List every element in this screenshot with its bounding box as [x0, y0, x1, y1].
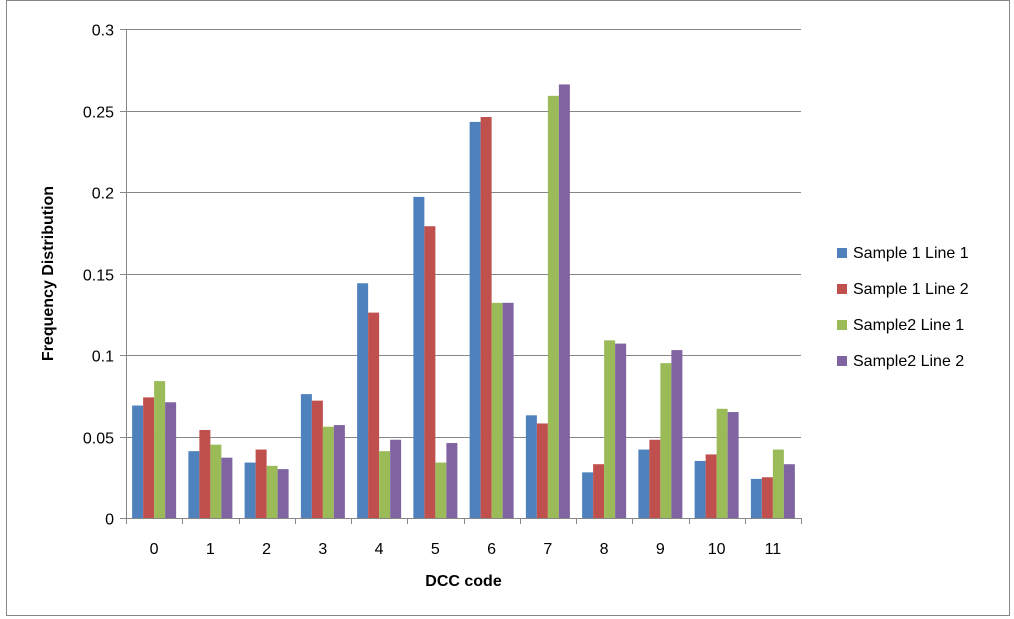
- bar: [649, 439, 661, 518]
- y-tick-label: 0.3: [92, 23, 114, 40]
- bar: [255, 449, 267, 518]
- y-axis-title: Frequency Distribution: [40, 186, 57, 361]
- legend-swatch: [837, 248, 847, 258]
- bar: [143, 397, 155, 518]
- bar: [210, 444, 222, 518]
- bar: [671, 350, 683, 518]
- legend-label: Sample2 Line 2: [853, 353, 964, 370]
- bar: [727, 412, 739, 518]
- bar: [413, 196, 425, 518]
- y-tick-label: 0.15: [83, 268, 114, 285]
- bar: [132, 405, 144, 518]
- bar: [154, 381, 166, 518]
- bar: [188, 451, 200, 518]
- bar: [604, 340, 616, 518]
- y-tick-label: 0: [105, 512, 114, 529]
- y-tick-label: 0.1: [92, 349, 114, 366]
- y-tick-label: 0.2: [92, 186, 114, 203]
- x-tick-label: 0: [150, 541, 159, 558]
- legend-label: Sample2 Line 1: [853, 317, 964, 334]
- bar: [322, 426, 334, 518]
- bar: [435, 462, 447, 518]
- bars: [132, 84, 795, 519]
- bar: [558, 84, 570, 519]
- x-tick-label: 8: [600, 541, 609, 558]
- bar: [638, 449, 650, 518]
- legend-swatch: [837, 356, 847, 366]
- bar: [593, 464, 605, 518]
- x-tick-label: 11: [765, 541, 782, 558]
- bar: [266, 465, 278, 518]
- legend-swatch: [837, 320, 847, 330]
- x-tick-label: 7: [543, 541, 552, 558]
- grid-lines: [126, 29, 801, 438]
- bar: [547, 95, 559, 518]
- bar: [525, 415, 537, 518]
- axes: 0 0.05 0.1 0.15 0.2 0.25 0.3 0 1 2 3 4 5 6 7 8 9 10 11: [83, 23, 802, 558]
- y-tick-label: 0.05: [83, 431, 114, 448]
- bar: [368, 312, 380, 518]
- bar: [536, 423, 548, 518]
- bar: [502, 302, 514, 518]
- bar: [480, 117, 492, 519]
- bar: [761, 477, 773, 518]
- legend-label: Sample 1 Line 1: [853, 245, 969, 262]
- x-tick-label: 6: [487, 541, 496, 558]
- bar: [469, 121, 481, 518]
- x-axis-title: DCC code: [425, 573, 502, 590]
- x-tick-label: 10: [708, 541, 726, 558]
- bar: [357, 283, 369, 518]
- y-tick-label: 0.25: [83, 105, 114, 122]
- bar: [300, 394, 312, 518]
- bar: [277, 469, 289, 518]
- bar: [221, 457, 233, 518]
- bar: [660, 363, 672, 518]
- bar: [165, 402, 177, 518]
- x-tick-label: 5: [431, 541, 440, 558]
- bar: [772, 449, 784, 518]
- legend: Sample 1 Line 1 Sample 1 Line 2 Sample2 Li…: [837, 245, 969, 370]
- legend-label: Sample 1 Line 2: [853, 281, 969, 298]
- bar: [694, 460, 706, 518]
- bar: [716, 408, 728, 518]
- x-tick-label: 2: [262, 541, 271, 558]
- bar: [446, 443, 458, 518]
- x-tick-label: 3: [318, 541, 327, 558]
- bar: [199, 429, 211, 518]
- bar: [424, 226, 436, 519]
- x-tick-label: 1: [206, 541, 215, 558]
- legend-swatch: [837, 284, 847, 294]
- x-tick-label: 9: [656, 541, 665, 558]
- bar: [311, 400, 323, 518]
- bar: [615, 343, 627, 518]
- bar: [379, 451, 391, 518]
- bar: [491, 302, 503, 518]
- bar: [750, 478, 762, 518]
- bar: [244, 462, 256, 518]
- bar: [783, 464, 795, 518]
- x-tick-label: 4: [375, 541, 384, 558]
- bar: [333, 425, 345, 518]
- bar: [390, 439, 402, 518]
- bar: [705, 454, 717, 518]
- bar: [582, 472, 594, 518]
